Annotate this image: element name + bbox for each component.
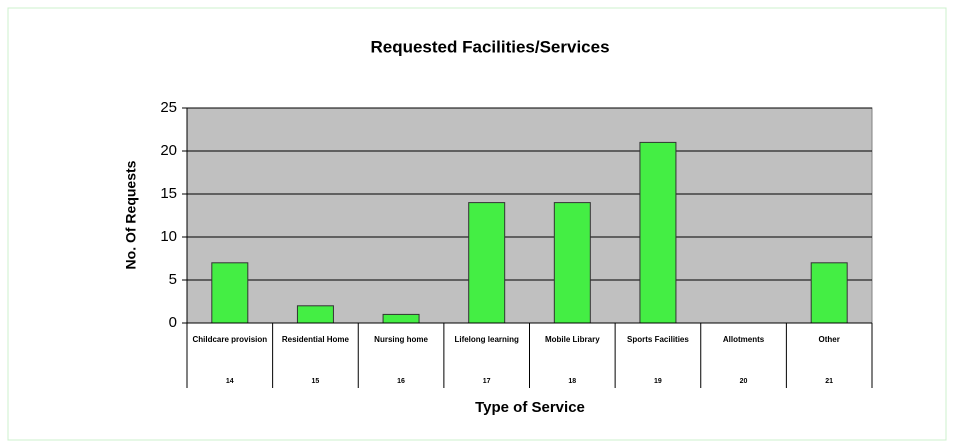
x-tick-label: Residential Home: [282, 335, 350, 344]
y-axis-title: No. Of Requests: [123, 160, 139, 269]
y-tick-label: 0: [169, 314, 177, 331]
x-tick-label: Other: [819, 335, 840, 344]
y-tick-label: 10: [160, 228, 177, 245]
category-number: 15: [312, 378, 320, 385]
bar: [553, 202, 591, 324]
y-tick-label: 25: [160, 99, 177, 116]
category-number: 18: [568, 378, 576, 385]
x-axis-title: Type of Service: [475, 399, 585, 416]
y-tick-label: 15: [160, 185, 177, 202]
x-tick-label: Sports Facilities: [627, 335, 689, 344]
bar: [810, 262, 848, 324]
y-tick-label: 20: [160, 142, 177, 159]
x-tick-label: Mobile Library: [545, 335, 600, 344]
x-tick-label: Allotments: [723, 335, 765, 344]
bar: [468, 202, 506, 324]
category-number: 14: [226, 378, 234, 385]
x-tick-label: Lifelong learning: [454, 335, 519, 344]
bar: [296, 305, 334, 324]
category-number: 17: [483, 378, 491, 385]
category-number: 16: [397, 378, 405, 385]
y-tick-label: 5: [169, 271, 177, 288]
bar: [639, 141, 677, 324]
chart-title: Requested Facilities/Services: [370, 37, 609, 56]
category-number: 19: [654, 378, 662, 385]
bar: [211, 262, 249, 324]
plot-area: [186, 107, 873, 324]
category-number: 21: [825, 378, 833, 385]
x-tick-label: Childcare provision: [192, 335, 267, 344]
x-tick-label: Nursing home: [374, 335, 428, 344]
bar: [382, 313, 420, 324]
category-number: 20: [740, 378, 748, 385]
